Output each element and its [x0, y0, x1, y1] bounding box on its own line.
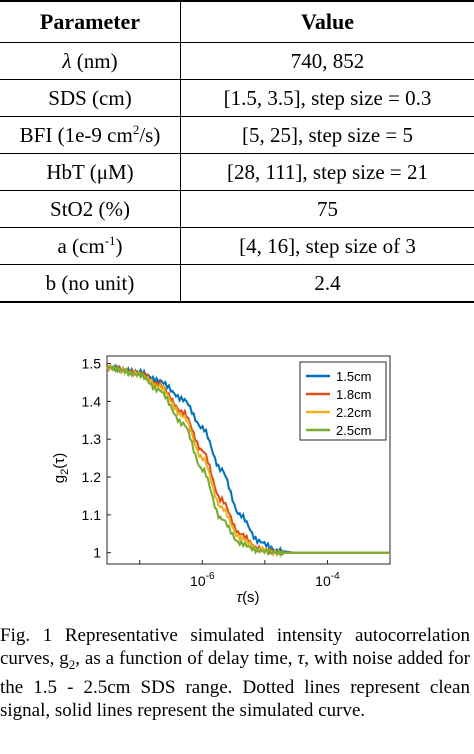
table-row: b (no unit) 2.4 [0, 264, 474, 303]
legend: 1.5cm 1.8cm 2.2cm 2.5cm [299, 361, 387, 441]
param-cell: a (cm-1) [0, 227, 181, 265]
series-clean-1.5cm [106, 366, 390, 554]
value-cell: [28, 111], step size = 21 [180, 153, 474, 191]
table-header-row: Parameter Value [0, 0, 474, 43]
figure-g2-curves: 1.5 1.4 1.3 1.2 1.1 1 10-6 10-4 g2(τ) τ(s) 1.5c… [0, 340, 474, 620]
value-cell: 740, 852 [180, 42, 474, 80]
value-cell: 2.4 [180, 264, 474, 303]
param-cell: BFI (1e-9 cm2/s) [0, 116, 181, 154]
series-clean-2.5cm [106, 366, 390, 554]
param-cell: b (no unit) [0, 264, 181, 303]
legend-label: 1.5cm [336, 369, 371, 384]
legend-label: 2.5cm [336, 423, 371, 438]
value-cell: [4, 16], step size of 3 [180, 227, 474, 265]
header-value: Value [180, 0, 474, 43]
parameter-table: Parameter Value λ (nm) 740, 852 SDS (cm)… [0, 0, 474, 303]
table-row: SDS (cm) [1.5, 3.5], step size = 0.3 [0, 79, 474, 117]
x-tick-label: 10-6 [190, 571, 215, 589]
table-row: a (cm-1) [4, 16], step size of 3 [0, 227, 474, 265]
param-cell: HbT (μM) [0, 153, 181, 191]
y-axis-label: g2(τ) [51, 453, 71, 483]
y-tick-label: 1.3 [82, 431, 102, 447]
g2-chart: 1.5 1.4 1.3 1.2 1.1 1 10-6 10-4 g2(τ) τ(s) 1.5c… [51, 355, 391, 606]
legend-label: 2.2cm [336, 405, 371, 420]
value-cell: 75 [180, 190, 474, 228]
y-tick-label: 1.2 [82, 469, 102, 485]
table-row: HbT (μM) [28, 111], step size = 21 [0, 153, 474, 191]
table-row: λ (nm) 740, 852 [0, 42, 474, 80]
value-cell: [5, 25], step size = 5 [180, 116, 474, 154]
table-row: StO2 (%) 75 [0, 190, 474, 228]
y-tick-label: 1.4 [82, 393, 102, 409]
value-cell: [1.5, 3.5], step size = 0.3 [180, 79, 474, 117]
y-tick-label: 1 [93, 545, 101, 561]
param-cell: StO2 (%) [0, 190, 181, 228]
header-parameter: Parameter [0, 0, 181, 43]
x-axis-label: τ(s) [236, 589, 259, 606]
x-tick-label: 10-4 [315, 571, 340, 589]
legend-label: 1.8cm [336, 387, 371, 402]
y-tick-label: 1.5 [82, 356, 102, 372]
y-tick-label: 1.1 [82, 507, 102, 523]
param-cell: SDS (cm) [0, 79, 181, 117]
figure-caption: Fig. 1 Representative simulated intensit… [0, 625, 470, 721]
param-cell: λ (nm) [0, 42, 181, 80]
table-row: BFI (1e-9 cm2/s) [5, 25], step size = 5 [0, 116, 474, 154]
